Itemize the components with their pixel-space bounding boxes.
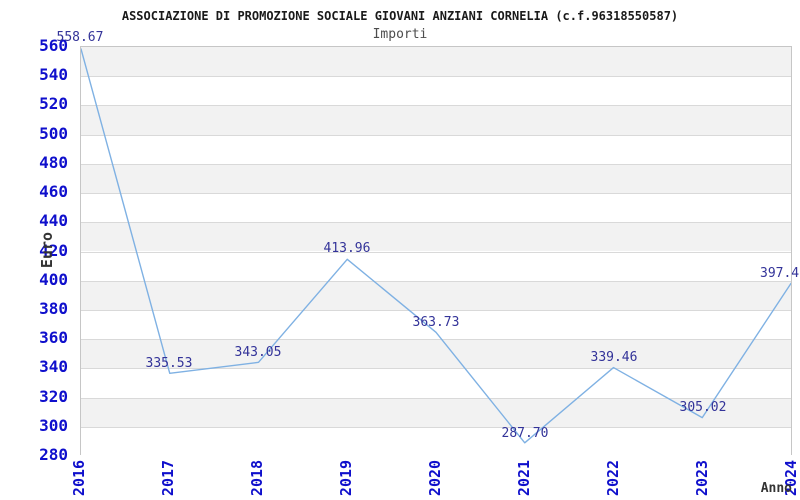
grid-band <box>81 105 791 135</box>
x-tick-label: 2016 <box>70 459 88 497</box>
grid-band <box>81 47 791 77</box>
x-tick-label: 2017 <box>159 459 177 497</box>
grid-band <box>81 309 791 340</box>
grid-band <box>81 134 791 164</box>
x-tick-label: 2019 <box>337 459 355 497</box>
line-series <box>81 48 791 444</box>
chart-subtitle: Importi <box>372 27 428 42</box>
y-tick-label: 340 <box>39 357 68 377</box>
y-tick-label: 360 <box>39 328 68 348</box>
grid-band <box>81 339 791 369</box>
y-tick-label: 540 <box>39 65 68 85</box>
data-point-label: 558.67 <box>56 29 104 45</box>
grid-band <box>81 193 791 223</box>
data-point-label: 343.05 <box>234 344 282 360</box>
y-tick-label: 560 <box>39 36 68 55</box>
y-tick-label: 420 <box>39 240 68 260</box>
grid-band <box>81 251 791 281</box>
grid-band <box>81 222 791 252</box>
x-axis-title: Anno <box>760 481 792 496</box>
x-tick-label: 2022 <box>604 459 622 497</box>
x-tick-label: 2023 <box>693 459 711 497</box>
grid-band <box>81 163 791 194</box>
data-point-label: 287.70 <box>501 425 549 441</box>
y-tick-label: 480 <box>39 152 68 172</box>
x-tick-label: 2021 <box>515 459 533 497</box>
y-tick-label: 400 <box>39 269 68 289</box>
data-point-label: 413.96 <box>323 241 371 257</box>
data-point-label: 335.53 <box>145 355 193 371</box>
data-point-label: 305.02 <box>679 400 727 416</box>
y-tick-label: 300 <box>39 415 68 435</box>
y-tick-label: 320 <box>39 386 68 406</box>
y-tick-label: 440 <box>39 211 68 231</box>
y-tick-label: 460 <box>39 182 68 202</box>
x-tick-label: 2018 <box>248 459 266 497</box>
grid-band <box>81 368 791 398</box>
y-tick-label: 280 <box>39 445 68 464</box>
chart-title: ASSOCIAZIONE DI PROMOZIONE SOCIALE GIOVA… <box>121 9 679 23</box>
grid-band <box>81 426 791 456</box>
data-point-label: 363.73 <box>412 314 460 330</box>
data-point-label: 397.4 <box>760 265 800 281</box>
y-tick-label: 500 <box>39 123 68 143</box>
data-point-label: 339.46 <box>590 350 638 366</box>
y-tick-label: 380 <box>39 298 68 318</box>
plot-area <box>80 46 792 456</box>
y-axis-title: Euro <box>38 231 56 269</box>
grid-band <box>81 397 791 427</box>
importi-line <box>81 48 791 444</box>
x-tick-label: 2020 <box>426 459 444 497</box>
grid-band <box>81 280 791 310</box>
grid-band <box>81 76 791 106</box>
y-tick-label: 520 <box>39 94 68 114</box>
